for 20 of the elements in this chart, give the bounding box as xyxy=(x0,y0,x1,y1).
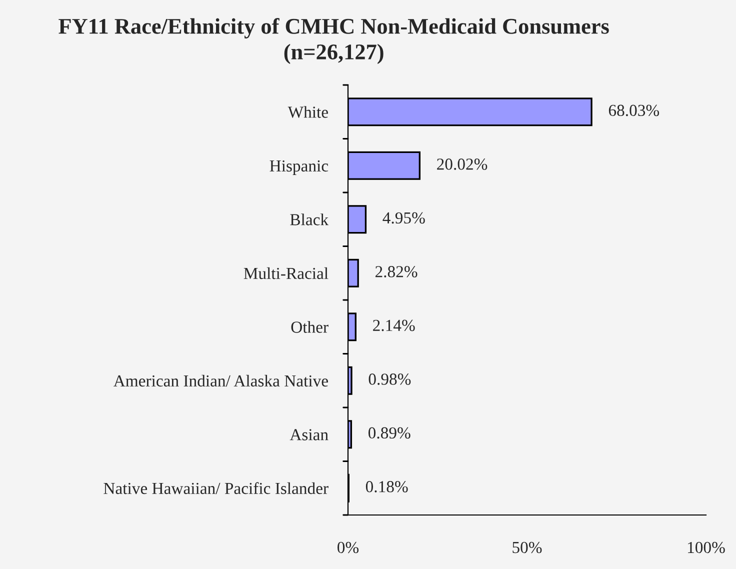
y-tick-label: Asian xyxy=(290,429,328,440)
y-tick-label: White xyxy=(288,106,328,118)
y-tick-label: Other xyxy=(291,321,328,333)
data-label: 4.95% xyxy=(382,212,425,224)
data-label: 2.82% xyxy=(375,266,418,278)
chart-title: FY11 Race/Ethnicity of CMHC Non-Medicaid Consumers (n=26,127) xyxy=(58,18,609,64)
y-tick-label: Native Hawaiian/ Pacific Islander xyxy=(104,482,328,494)
data-label: 20.02% xyxy=(437,158,488,170)
data-label: 0.18% xyxy=(366,481,408,492)
y-tick-label: American Indian/ Alaska Native xyxy=(114,374,328,387)
data-label: 68.03% xyxy=(608,104,660,116)
x-tick-label: 100% xyxy=(688,542,725,554)
x-tick-label: 0% xyxy=(338,542,359,554)
data-label: 2.14% xyxy=(373,320,415,332)
y-tick-label: Hispanic xyxy=(270,160,328,175)
data-label: 0.98% xyxy=(368,374,411,385)
x-tick-label: 50% xyxy=(512,542,542,554)
y-tick-label: Black xyxy=(290,214,329,226)
data-label: 0.89% xyxy=(368,427,410,439)
y-tick-label: Multi-Racial xyxy=(244,267,328,280)
